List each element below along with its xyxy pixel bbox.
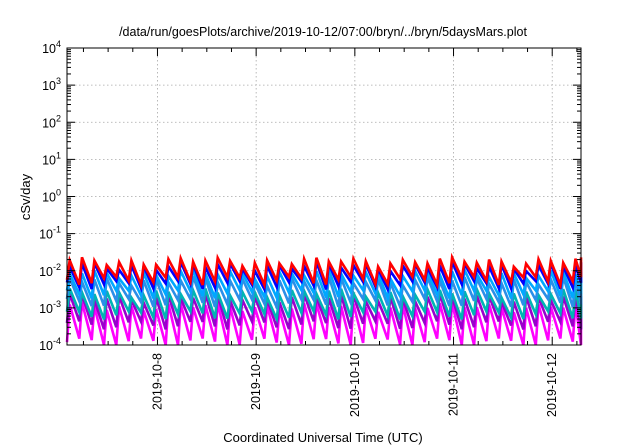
y-axis-label: cSv/day: [18, 173, 33, 220]
x-axis-label: Coordinated Universal Time (UTC): [223, 430, 422, 445]
y-tick-label: 100: [42, 188, 61, 205]
x-tick-label: 2019-10-11: [447, 353, 461, 416]
y-tick-label: 102: [42, 113, 61, 130]
y-tick-label: 10-2: [39, 262, 61, 279]
y-tick-label: 103: [42, 76, 61, 93]
y-tick-label: 104: [42, 39, 61, 56]
series-layer: [65, 252, 583, 346]
x-tick-label: 2019-10-9: [249, 353, 263, 410]
x-tick-labels: 2019-10-8 2019-10-9 2019-10-10 2019-10-11 20…: [150, 353, 559, 417]
series-line: [65, 252, 583, 291]
y-tick-label: 10-4: [39, 336, 61, 353]
grid: [67, 48, 581, 345]
x-tick-label: 2019-10-12: [545, 353, 559, 417]
chart-title: /data/run/goesPlots/archive/2019-10-12/0…: [119, 25, 527, 39]
y-tick-label: 101: [42, 150, 61, 167]
ticks: [67, 47, 581, 346]
y-tick-label: 10-1: [39, 225, 61, 242]
x-tick-label: 2019-10-10: [348, 353, 362, 417]
y-tick-label: 10-3: [39, 299, 61, 316]
x-tick-label: 2019-10-8: [150, 353, 164, 410]
y-tick-labels: 10-4 10-3 10-2 10-1 100 101 102 103 104: [39, 39, 61, 353]
